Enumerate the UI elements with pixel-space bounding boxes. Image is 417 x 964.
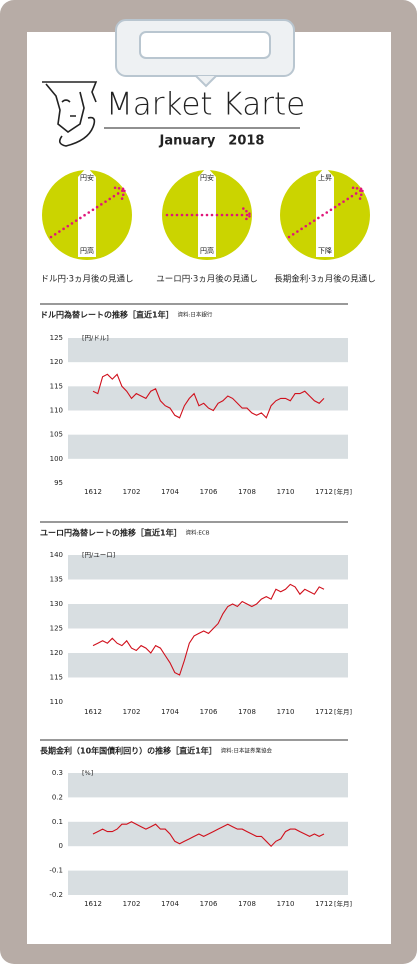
y-tick-label: 120: [50, 358, 63, 366]
y-unit: [%]: [82, 769, 93, 777]
outlook-arrow-head: [113, 186, 127, 200]
logo: [42, 81, 98, 147]
grid-band: [68, 773, 348, 798]
y-tick-label: 0: [59, 842, 63, 850]
outlook-top: 上昇: [318, 173, 332, 182]
outlook-stripe-tip: [198, 167, 216, 177]
x-unit: [年月]: [334, 899, 352, 908]
outlook-stripe-tip: [316, 167, 334, 177]
x-tick-label: 1612: [84, 900, 102, 908]
x-tick-label: 1704: [161, 708, 179, 716]
x-tick-label: 1704: [161, 900, 179, 908]
y-tick-label: 0.3: [52, 769, 63, 777]
outlook-top: 円安: [200, 173, 214, 182]
grid-band: [68, 434, 348, 459]
chart-title: 長期金利（10年国債利回り）の推移［直近1年］: [40, 746, 217, 756]
outlook-bottom: 円高: [80, 246, 94, 255]
grid-band: [68, 555, 348, 580]
outlook-caption: ユーロ円·3ヵ月後の見通し: [156, 274, 258, 285]
data-line: [92, 373, 325, 419]
outlook-caption: ドル円·3ヵ月後の見通し: [40, 274, 133, 285]
y-tick-label: 115: [50, 382, 63, 390]
outlook-bottom: 下降: [318, 246, 332, 255]
x-tick-label: 1702: [123, 900, 141, 908]
grid-band: [68, 653, 348, 678]
outlook-arrow-head: [242, 207, 254, 223]
clip-tip: [195, 75, 217, 88]
y-tick-label: -0.2: [49, 891, 63, 899]
y-tick-label: 140: [50, 551, 63, 559]
y-tick-label: 130: [50, 600, 63, 608]
outlook-arrow-head: [351, 186, 365, 200]
outlook-arrow: [49, 187, 127, 239]
outlook-stripe: [198, 177, 216, 257]
y-tick-label: 100: [50, 455, 63, 463]
x-tick-label: 1710: [277, 708, 295, 716]
x-tick-label: 1612: [84, 708, 102, 716]
chart-source: 資料:日本銀行: [178, 311, 213, 319]
outlook-top: 円安: [80, 173, 94, 182]
outlook-stripe-tip: [78, 167, 96, 177]
y-unit: [円/ドル]: [82, 334, 109, 342]
x-tick-label: 1712: [315, 708, 333, 716]
y-tick-label: 120: [50, 649, 63, 657]
outlook-arrow: [287, 187, 365, 239]
y-tick-label: 0.1: [52, 818, 63, 826]
x-tick-label: 1712: [315, 900, 333, 908]
outlook-bottom: 円高: [200, 246, 214, 255]
clip-hole: [139, 31, 271, 59]
x-tick-label: 1612: [84, 488, 102, 496]
data-line: [92, 583, 325, 676]
x-tick-label: 1708: [238, 900, 256, 908]
outlook-stripe: [78, 177, 96, 257]
data-line: [92, 821, 325, 847]
chart-source: 資料:ECB: [186, 529, 210, 537]
outlook-caption: 長期金利·3ヵ月後の見通し: [274, 274, 376, 285]
grid-band: [68, 870, 348, 895]
outlook-stripe: [316, 177, 334, 257]
x-tick-label: 1706: [200, 900, 218, 908]
x-tick-label: 1706: [200, 708, 218, 716]
y-tick-label: 110: [50, 698, 63, 706]
y-tick-label: 110: [50, 407, 63, 415]
grid-band: [68, 386, 348, 411]
chart-title: ユーロ円為替レートの推移［直近1年］: [40, 528, 182, 538]
x-tick-label: 1702: [123, 708, 141, 716]
y-tick-label: 0.2: [52, 793, 63, 801]
x-tick-label: 1710: [277, 488, 295, 496]
x-tick-label: 1704: [161, 488, 179, 496]
x-tick-label: 1706: [200, 488, 218, 496]
x-tick-label: 1712: [315, 488, 333, 496]
y-tick-label: 105: [50, 431, 63, 439]
x-unit: [年月]: [334, 707, 352, 716]
x-unit: [年月]: [334, 487, 352, 496]
y-tick-label: 135: [50, 576, 63, 584]
title: Market Karte: [106, 87, 305, 123]
grid-band: [68, 338, 348, 363]
x-tick-label: 1702: [123, 488, 141, 496]
date: January 2018: [159, 134, 265, 149]
y-unit: [円/ユーロ]: [82, 551, 115, 559]
y-tick-label: -0.1: [49, 867, 63, 875]
x-tick-label: 1708: [238, 488, 256, 496]
x-tick-label: 1710: [277, 900, 295, 908]
y-tick-label: 95: [54, 479, 63, 487]
x-tick-label: 1708: [238, 708, 256, 716]
y-tick-label: 115: [50, 674, 63, 682]
y-tick-label: 125: [50, 334, 63, 342]
grid-band: [68, 604, 348, 629]
chart-source: 資料:日本証券業協会: [221, 747, 273, 755]
chart-title: ドル円為替レートの推移［直近1年］: [40, 310, 174, 320]
y-tick-label: 125: [50, 625, 63, 633]
